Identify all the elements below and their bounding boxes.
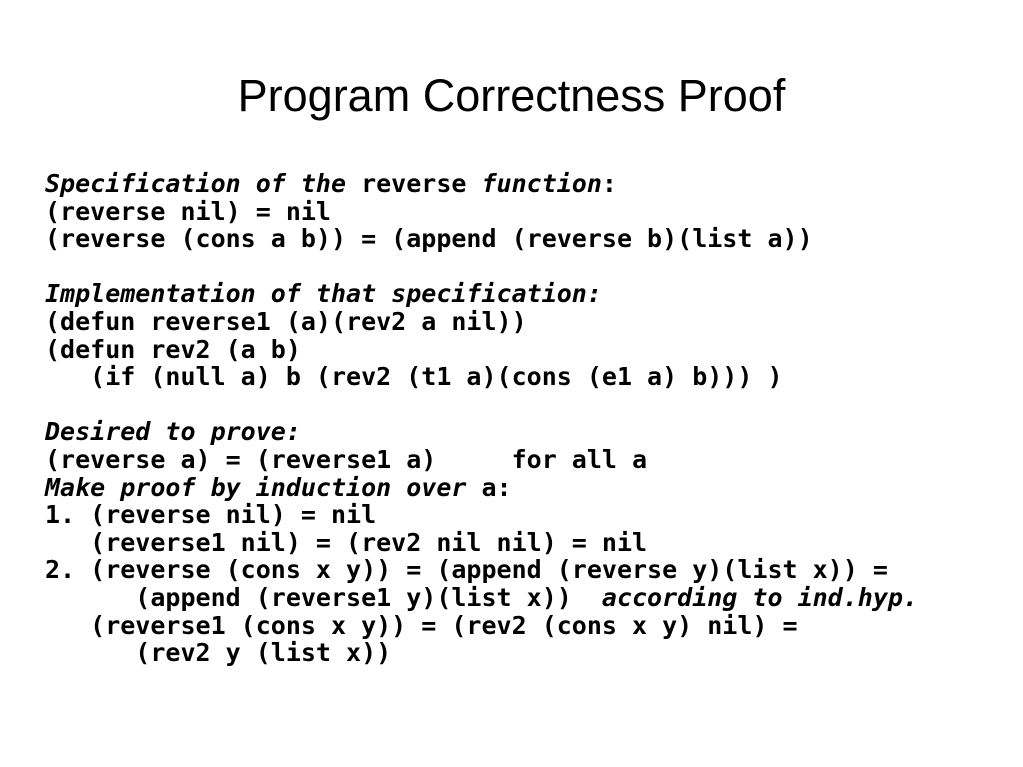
code-segment: (if (null a) b (rev2 (t1 a)(cons (e1 a) …: [45, 362, 783, 392]
code-segment: (reverse nil) = nil: [45, 196, 331, 226]
code-line: (if (null a) b (rev2 (t1 a)(cons (e1 a) …: [45, 363, 918, 391]
code-line: Make proof by induction over a:: [45, 472, 918, 502]
code-segment: :: [601, 169, 617, 198]
code-segment: reverse: [361, 169, 467, 198]
code-line: (reverse1 (cons x y)) = (rev2 (cons x y)…: [45, 610, 918, 640]
code-segment: Make proof by induction over: [45, 472, 482, 502]
code-line: (reverse nil) = nil: [45, 196, 918, 226]
slide-title: Program Correctness Proof: [237, 70, 786, 121]
code-line: (rev2 y (list x)): [45, 639, 918, 667]
code-segment: Implementation of that specification:: [45, 279, 602, 309]
code-line: 2. (reverse (cons x y)) = (append (rever…: [45, 556, 918, 584]
code-segment: Desired to prove:: [45, 417, 301, 447]
code-segment: (reverse a) = (reverse1 a) for all a: [45, 444, 648, 474]
code-segment: Specification of the: [45, 169, 362, 198]
code-segment: according to ind.hyp.: [571, 582, 918, 612]
code-line: (reverse (cons a b)) = (append (reverse …: [45, 225, 918, 253]
code-segment: function: [466, 169, 602, 198]
code-segment: (reverse (cons a b)) = (append (reverse …: [45, 224, 813, 254]
code-segment: (reverse1 nil) = (rev2 nil nil) = nil: [45, 527, 648, 557]
code-segment: (defun rev2 (a b): [45, 334, 301, 364]
code-line: (reverse a) = (reverse1 a) for all a: [45, 446, 918, 474]
code-line: (defun rev2 (a b): [45, 334, 918, 364]
code-segment: (reverse1 (cons x y)) = (rev2 (cons x y)…: [45, 610, 798, 640]
code-line: Desired to prove:: [45, 418, 918, 446]
code-line: (append (reverse1 y)(list x)) according …: [45, 584, 918, 612]
code-line: (defun reverse1 (a)(rev2 a nil)): [45, 308, 918, 336]
code-segment: 2. (reverse (cons x y)) = (append (rever…: [45, 555, 888, 585]
code-line: [45, 253, 918, 281]
code-segment: (rev2 y (list x)): [45, 638, 392, 668]
code-line: [45, 391, 918, 419]
code-line: Implementation of that specification:: [45, 280, 918, 308]
code-line: 1. (reverse nil) = nil: [45, 501, 918, 529]
code-segment: (append (reverse1 y)(list x)): [45, 582, 572, 612]
code-line: (reverse1 nil) = (rev2 nil nil) = nil: [45, 527, 918, 557]
code-segment: a:: [481, 472, 512, 502]
code-block: Specification of the reverse function: (r…: [45, 170, 918, 667]
code-segment: 1. (reverse nil) = nil: [45, 500, 377, 530]
code-line: Specification of the reverse function:: [45, 170, 918, 198]
code-segment: (defun reverse1 (a)(rev2 a nil)): [45, 306, 527, 336]
